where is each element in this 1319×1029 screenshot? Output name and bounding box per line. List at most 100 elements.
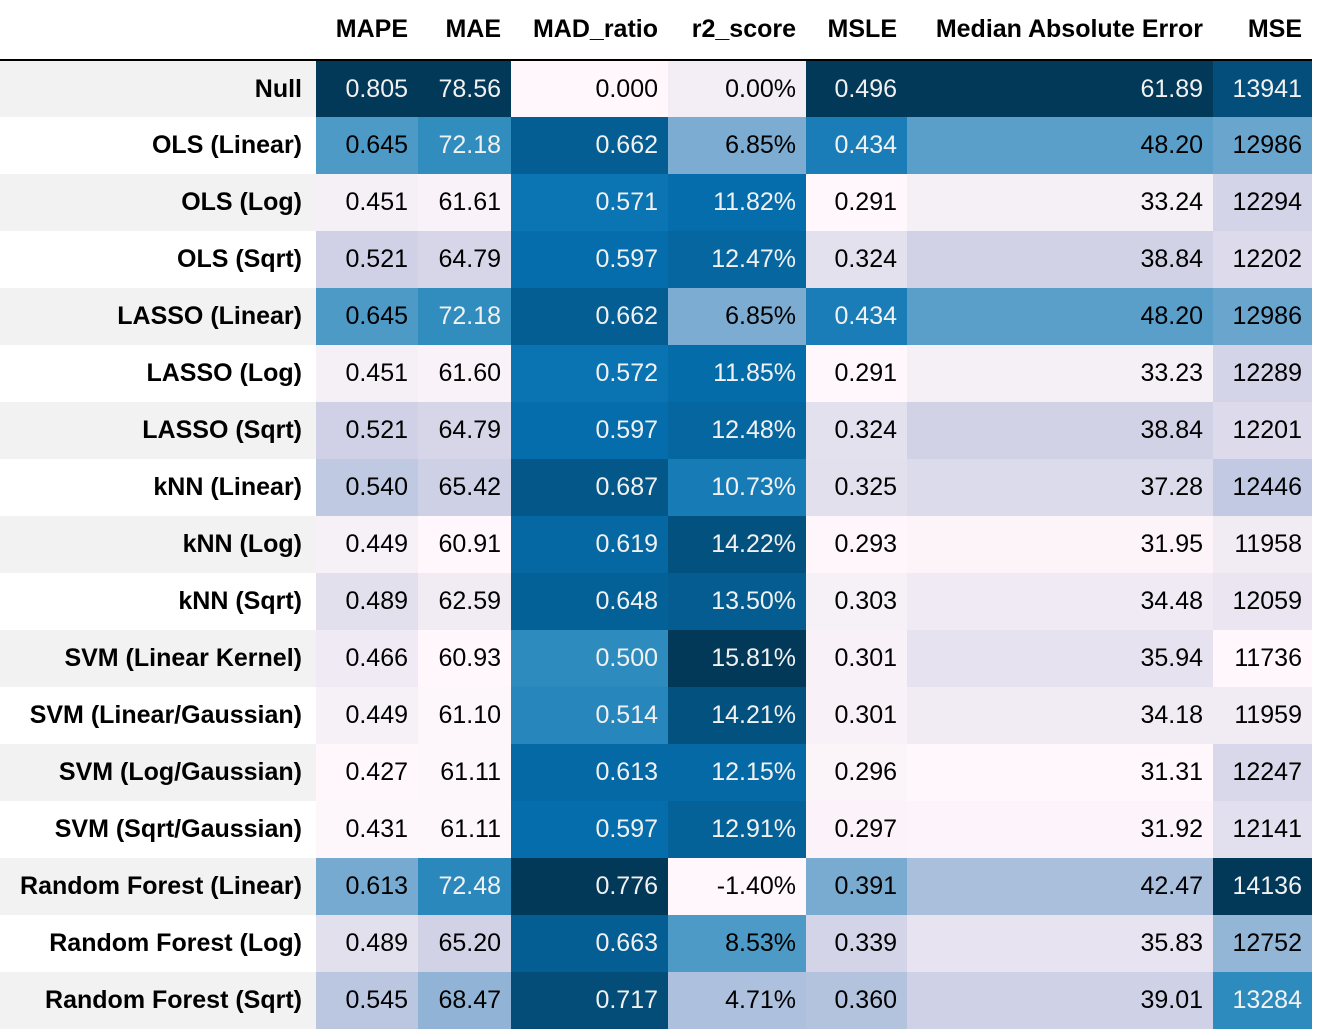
table-row: LASSO (Linear) 0.645 72.18 0.662 6.85% 0.434 4…	[0, 288, 1312, 345]
heatmap-cell: 11736	[1213, 630, 1312, 687]
column-header: MAD_ratio	[511, 0, 668, 61]
heatmap-cell: 0.663	[511, 915, 668, 972]
heatmap-cell: 0.296	[806, 744, 907, 801]
heatmap-cell: 62.59	[418, 573, 511, 630]
heatmap-cell: 12247	[1213, 744, 1312, 801]
column-header: MSE	[1213, 0, 1312, 61]
row-label: SVM (Linear Kernel)	[0, 630, 316, 687]
heatmap-cell: 12141	[1213, 801, 1312, 858]
heatmap-cell: 42.47	[907, 858, 1213, 915]
heatmap-cell: 11.85%	[668, 345, 806, 402]
row-label: Random Forest (Sqrt)	[0, 972, 316, 1029]
column-header: MAPE	[316, 0, 418, 61]
heatmap-cell: 0.545	[316, 972, 418, 1029]
heatmap-cell: 0.571	[511, 174, 668, 231]
row-label: LASSO (Linear)	[0, 288, 316, 345]
heatmap-cell: 11.82%	[668, 174, 806, 231]
table-row: kNN (Log) 0.449 60.91 0.619 14.22% 0.293 31.95…	[0, 516, 1312, 573]
row-label: SVM (Log/Gaussian)	[0, 744, 316, 801]
heatmap-cell: 0.645	[316, 117, 418, 174]
heatmap-cell: 60.91	[418, 516, 511, 573]
row-label: SVM (Sqrt/Gaussian)	[0, 801, 316, 858]
table-row: SVM (Linear/Gaussian) 0.449 61.10 0.514 14.2…	[0, 687, 1312, 744]
heatmap-cell: 11959	[1213, 687, 1312, 744]
heatmap-cell: 0.489	[316, 573, 418, 630]
heatmap-cell: 12986	[1213, 117, 1312, 174]
corner-cell	[0, 0, 316, 61]
table-row: LASSO (Sqrt) 0.521 64.79 0.597 12.48% 0.324 38…	[0, 402, 1312, 459]
heatmap-cell: 15.81%	[668, 630, 806, 687]
heatmap-cell: 12446	[1213, 459, 1312, 516]
heatmap-cell: 0.291	[806, 174, 907, 231]
heatmap-cell: 0.303	[806, 573, 907, 630]
heatmap-cell: 0.360	[806, 972, 907, 1029]
row-label: OLS (Sqrt)	[0, 231, 316, 288]
column-header: MSLE	[806, 0, 907, 61]
heatmap-cell: 0.687	[511, 459, 668, 516]
heatmap-cell: 0.000	[511, 60, 668, 117]
heatmap-cell: 0.496	[806, 60, 907, 117]
heatmap-cell: 0.613	[511, 744, 668, 801]
heatmap-cell: 37.28	[907, 459, 1213, 516]
heatmap-cell: 0.466	[316, 630, 418, 687]
heatmap-cell: 13284	[1213, 972, 1312, 1029]
heatmap-cell: 0.521	[316, 231, 418, 288]
heatmap-cell: 48.20	[907, 117, 1213, 174]
heatmap-cell: 12.47%	[668, 231, 806, 288]
heatmap-cell: 0.431	[316, 801, 418, 858]
heatmap-cell: 0.391	[806, 858, 907, 915]
heatmap-cell: 0.297	[806, 801, 907, 858]
table-row: SVM (Log/Gaussian) 0.427 61.11 0.613 12.15% 0…	[0, 744, 1312, 801]
table-row: SVM (Linear Kernel) 0.466 60.93 0.500 15.81%…	[0, 630, 1312, 687]
heatmap-cell: 0.619	[511, 516, 668, 573]
row-label: LASSO (Log)	[0, 345, 316, 402]
heatmap-cell: 0.500	[511, 630, 668, 687]
heatmap-cell: 6.85%	[668, 288, 806, 345]
heatmap-cell: 35.83	[907, 915, 1213, 972]
table-row: kNN (Sqrt) 0.489 62.59 0.648 13.50% 0.303 34.4…	[0, 573, 1312, 630]
heatmap-cell: 12752	[1213, 915, 1312, 972]
heatmap-cell: 12986	[1213, 288, 1312, 345]
heatmap-cell: 0.805	[316, 60, 418, 117]
heatmap-cell: 11958	[1213, 516, 1312, 573]
heatmap-cell: 38.84	[907, 231, 1213, 288]
heatmap-cell: 31.31	[907, 744, 1213, 801]
heatmap-cell: 65.20	[418, 915, 511, 972]
heatmap-cell: 0.451	[316, 174, 418, 231]
row-label: OLS (Linear)	[0, 117, 316, 174]
heatmap-cell: 0.449	[316, 516, 418, 573]
heatmap-cell: 35.94	[907, 630, 1213, 687]
heatmap-cell: 8.53%	[668, 915, 806, 972]
heatmap-cell: 0.662	[511, 117, 668, 174]
heatmap-cell: 0.597	[511, 801, 668, 858]
heatmap-cell: 48.20	[907, 288, 1213, 345]
row-label: SVM (Linear/Gaussian)	[0, 687, 316, 744]
row-label: Random Forest (Log)	[0, 915, 316, 972]
row-label: kNN (Sqrt)	[0, 573, 316, 630]
row-label: kNN (Linear)	[0, 459, 316, 516]
heatmap-cell: 6.85%	[668, 117, 806, 174]
heatmap-cell: 78.56	[418, 60, 511, 117]
heatmap-cell: 13941	[1213, 60, 1312, 117]
heatmap-cell: 0.427	[316, 744, 418, 801]
table-row: OLS (Linear) 0.645 72.18 0.662 6.85% 0.434 48.…	[0, 117, 1312, 174]
heatmap-cell: 0.301	[806, 630, 907, 687]
heatmap-cell: 0.339	[806, 915, 907, 972]
heatmap-cell: 34.48	[907, 573, 1213, 630]
heatmap-cell: 72.18	[418, 117, 511, 174]
table-row: Random Forest (Linear) 0.613 72.48 0.776 -1.…	[0, 858, 1312, 915]
heatmap-cell: 0.324	[806, 402, 907, 459]
heatmap-cell: 0.514	[511, 687, 668, 744]
heatmap-cell: 0.648	[511, 573, 668, 630]
heatmap-cell: 33.23	[907, 345, 1213, 402]
heatmap-cell: 0.489	[316, 915, 418, 972]
heatmap-cell: 0.597	[511, 402, 668, 459]
column-header: r2_score	[668, 0, 806, 61]
heatmap-cell: 10.73%	[668, 459, 806, 516]
heatmap-cell: 0.449	[316, 687, 418, 744]
heatmap-cell: 12.91%	[668, 801, 806, 858]
heatmap-cell: 64.79	[418, 402, 511, 459]
heatmap-cell: 61.10	[418, 687, 511, 744]
heatmap-cell: 12.48%	[668, 402, 806, 459]
table-row: LASSO (Log) 0.451 61.60 0.572 11.85% 0.291 33.…	[0, 345, 1312, 402]
